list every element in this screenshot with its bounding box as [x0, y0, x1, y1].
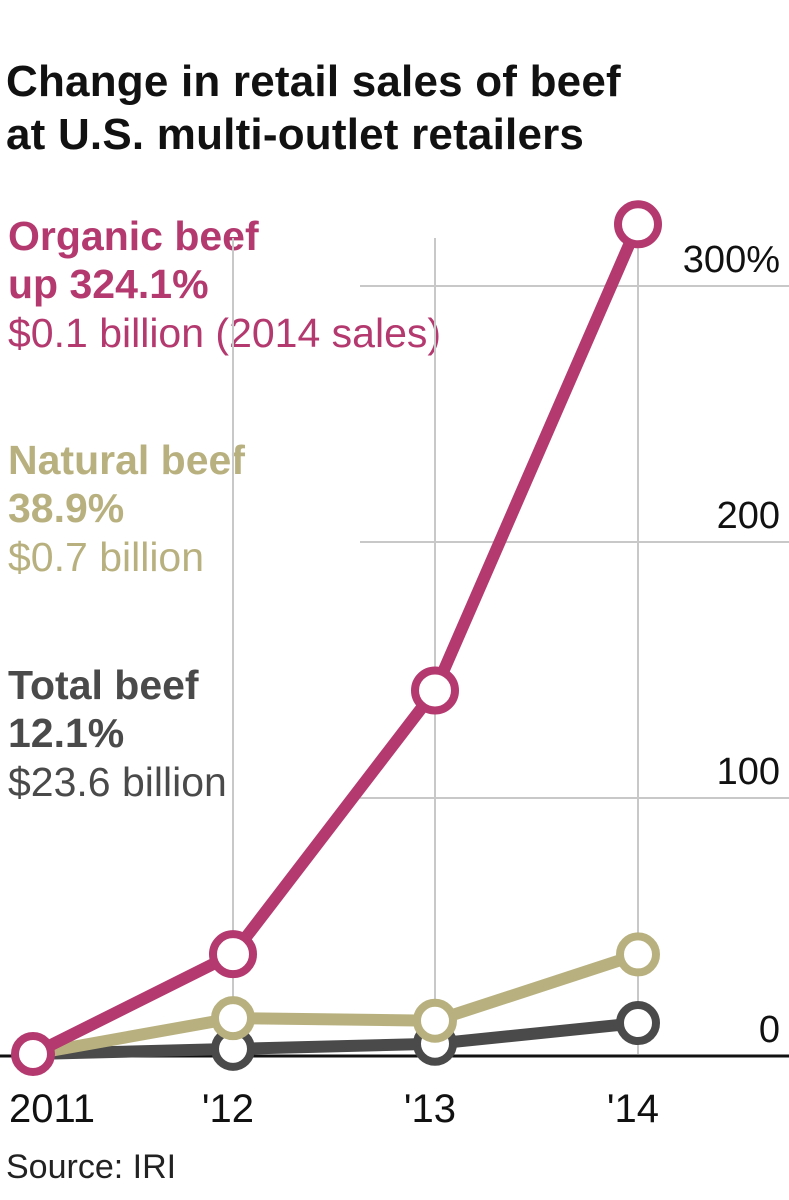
source-note: Source: IRI: [6, 1148, 177, 1186]
data-point-natural-beef: [616, 932, 660, 977]
legend-organic-name: Organic beef: [8, 213, 259, 259]
data-point-organic-beef: [411, 666, 459, 715]
data-point-total-beef: [616, 1001, 660, 1046]
y-tick-label: 300%: [683, 239, 780, 281]
data-point-organic-beef: [209, 930, 257, 979]
data-point-origin: [11, 1032, 55, 1076]
legend-natural-amount: $0.7 billion: [8, 533, 205, 580]
data-point-natural-beef: [211, 996, 255, 1041]
legend-organic-pct: up 324.1%: [8, 261, 209, 308]
legend-total: Total beef 12.1% $23.6 billion: [8, 661, 568, 806]
x-tick-label: '12: [202, 1087, 254, 1131]
legend-natural-name: Natural beef: [8, 437, 245, 483]
legend-natural: Natural beef 38.9% $0.7 billion: [8, 436, 568, 581]
x-tick-label: 2011: [9, 1087, 95, 1131]
legend-organic: Organic beef up 324.1% $0.1 billion (201…: [8, 212, 568, 357]
legend-total-amount: $23.6 billion: [8, 758, 227, 805]
legend-natural-pct: 38.9%: [8, 485, 125, 532]
data-point-organic-beef: [614, 200, 662, 249]
chart-title-line-1: Change in retail sales of beef: [6, 57, 621, 106]
data-point-natural-beef: [413, 998, 457, 1043]
y-tick-label: 100: [717, 751, 780, 793]
series-line-total-beef: [27, 1017, 644, 1060]
series-line-organic-beef: [27, 218, 644, 1060]
legend-organic-amount: $0.1 billion (2014 sales): [8, 309, 442, 356]
legend-total-pct: 12.1%: [8, 710, 125, 757]
chart-title-line-2: at U.S. multi-outlet retailers: [6, 109, 585, 159]
chart-title: Change in retail sales of beef at U.S. m…: [6, 56, 776, 162]
x-tick-label: '13: [404, 1087, 456, 1131]
legend-total-name: Total beef: [8, 662, 199, 708]
y-tick-label: 0: [759, 1009, 780, 1051]
series-line-natural-beef: [27, 948, 644, 1060]
x-tick-label: '14: [607, 1087, 659, 1131]
y-tick-label: 200: [717, 495, 780, 537]
